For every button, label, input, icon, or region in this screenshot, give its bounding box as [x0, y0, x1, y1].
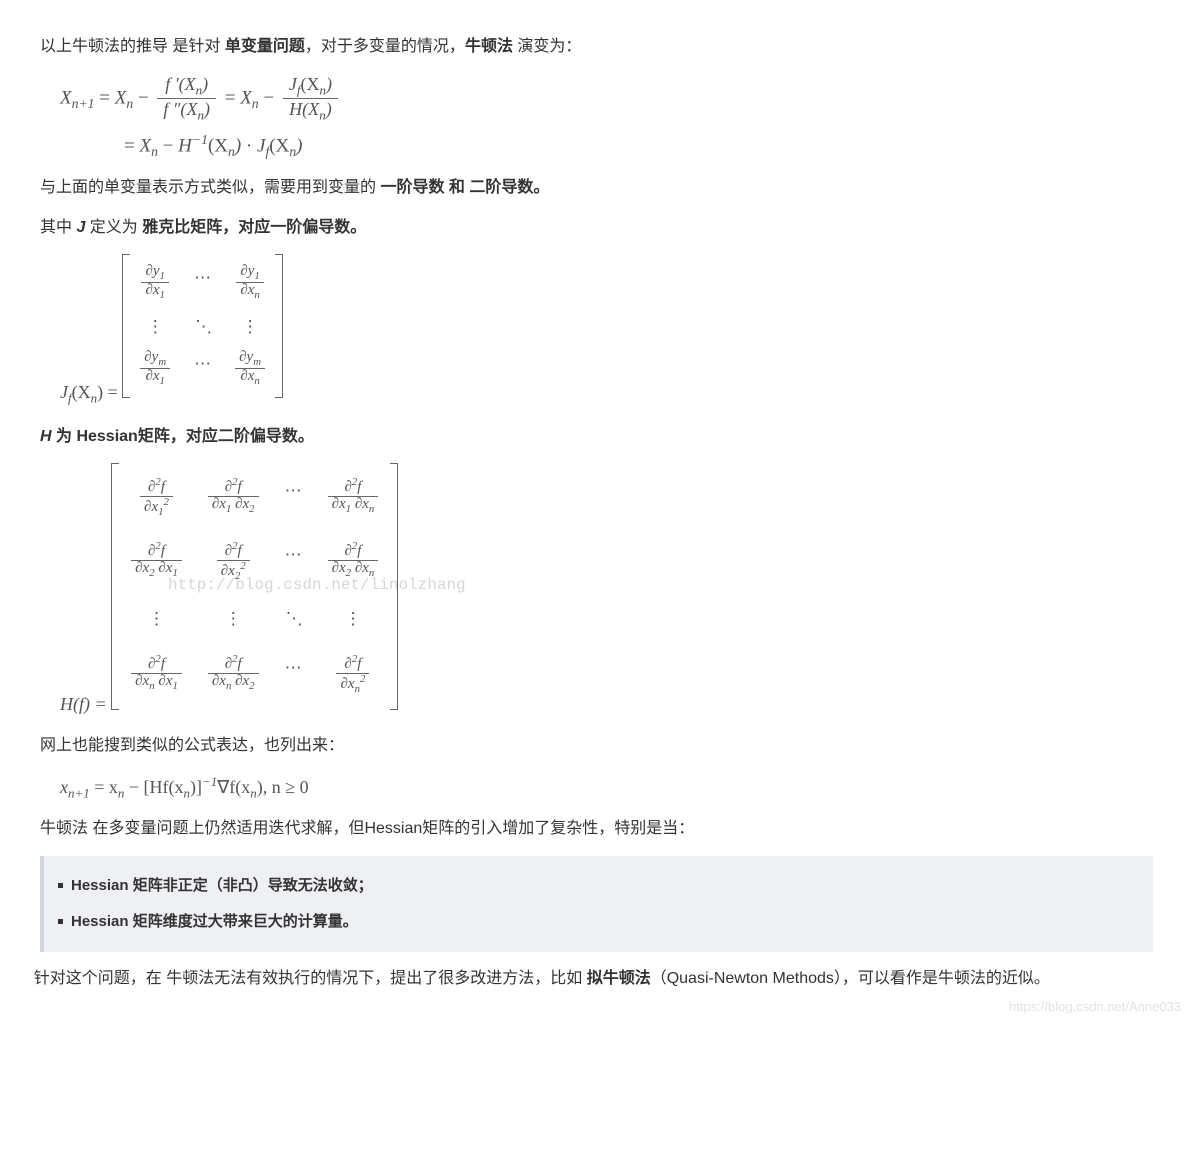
text: ，对于多变量的情况，: [305, 38, 465, 55]
equation-iteration: xn+1 = xn − [Hf(xn)]−1∇f(xn), n ≥ 0: [60, 773, 1153, 803]
text: 为 Hessian矩阵，对应二阶偏导数。: [52, 428, 314, 445]
jacobian-matrix: ∂y1∂x1 ⋯ ∂y1∂xn ⋮ ⋱ ⋮ ∂ym∂x1 ⋯ ∂ym∂xn: [122, 254, 283, 398]
page-watermark: https://blog.csdn.net/Anne033: [1009, 997, 1181, 1018]
quote-item-2: Hessian 矩阵维度过大带来巨大的计算量。: [58, 910, 1139, 934]
equation-hessian: H(f) = ∂2f∂x12 ∂2f∂x1 ∂x2 ⋯ ∂2f∂x1 ∂xn ∂…: [60, 463, 1153, 719]
text: 针对这个问题，在 牛顿法无法有效执行的情况下，提出了很多改进方法，比如: [34, 970, 587, 987]
text: 演变为：: [513, 38, 581, 55]
bold-text: 雅克比矩阵，对应一阶偏导数。: [142, 219, 366, 236]
paragraph-derivatives: 与上面的单变量表示方式类似，需要用到变量的 一阶导数 和 二阶导数。: [40, 175, 1153, 201]
text: 以上牛顿法的推导 是针对: [40, 38, 225, 55]
bold-text: 单变量问题: [225, 38, 305, 55]
bold-text: 一阶导数 和 二阶导数。: [380, 179, 549, 196]
paragraph-hessian-complexity: 牛顿法 在多变量问题上仍然适用迭代求解，但Hessian矩阵的引入增加了复杂性，…: [40, 816, 1153, 842]
paragraph-jacobian-def: 其中 J 定义为 雅克比矩阵，对应一阶偏导数。: [40, 215, 1153, 241]
text: 定义为: [85, 219, 142, 236]
equation-newton-multivar: Xn+1 = Xn − f ′(Xn) f ″(Xn) = Xn − Jf(Xn…: [60, 74, 1153, 161]
bold-text: 拟牛顿法: [587, 970, 651, 987]
paragraph-hessian-def: H 为 Hessian矩阵，对应二阶偏导数。: [40, 424, 1153, 450]
paragraph-intro: 以上牛顿法的推导 是针对 单变量问题，对于多变量的情况，牛顿法 演变为：: [40, 34, 1153, 60]
quote-item-1: Hessian 矩阵非正定（非凸）导致无法收敛；: [58, 874, 1139, 898]
equation-jacobian: Jf(Xn) = ∂y1∂x1 ⋯ ∂y1∂xn ⋮ ⋱ ⋮ ∂ym∂x1 ⋯ …: [60, 254, 1153, 410]
italic-bold: H: [40, 428, 52, 445]
quote-block: Hessian 矩阵非正定（非凸）导致无法收敛； Hessian 矩阵维度过大带…: [40, 856, 1153, 952]
text: 其中: [40, 219, 76, 236]
hessian-matrix: ∂2f∂x12 ∂2f∂x1 ∂x2 ⋯ ∂2f∂x1 ∂xn ∂2f∂x2 ∂…: [111, 463, 398, 710]
bold-text: 牛顿法: [465, 38, 513, 55]
text: 与上面的单变量表示方式类似，需要用到变量的: [40, 179, 380, 196]
paragraph-similar-formula: 网上也能搜到类似的公式表达，也列出来：: [40, 733, 1153, 759]
text: （Quasi-Newton Methods），可以看作是牛顿法的近似。: [651, 970, 1050, 987]
paragraph-quasi-newton: 针对这个问题，在 牛顿法无法有效执行的情况下，提出了很多改进方法，比如 拟牛顿法…: [16, 966, 1153, 992]
